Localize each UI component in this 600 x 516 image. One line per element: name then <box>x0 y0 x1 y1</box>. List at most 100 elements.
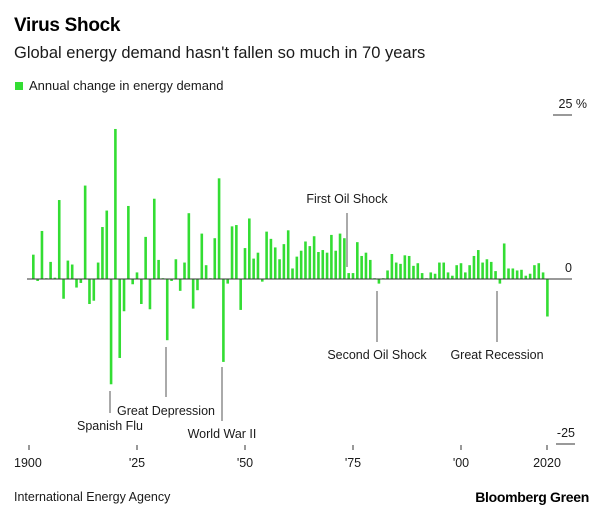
bar-1949 <box>239 279 242 310</box>
chart-title: Virus Shock <box>14 15 121 36</box>
x-tick-label-1950: '50 <box>237 456 253 470</box>
bar-1933 <box>170 279 173 281</box>
source-note: International Energy Agency <box>14 490 171 504</box>
bar-1929 <box>152 198 156 279</box>
bar-1955 <box>265 231 268 279</box>
bar-2018 <box>537 263 541 279</box>
bar-2000 <box>459 263 463 279</box>
bar-1969 <box>325 252 329 279</box>
bar-1944 <box>217 178 221 279</box>
bar-1997 <box>446 272 450 279</box>
bar-1990 <box>416 263 420 279</box>
bar-1971 <box>334 250 338 279</box>
bar-1999 <box>455 265 458 279</box>
bar-2016 <box>528 273 532 279</box>
bar-1986 <box>399 263 402 279</box>
bar-2014 <box>520 269 523 279</box>
bar-1948 <box>235 225 238 279</box>
annotation-label-world-war-ii: World War II <box>188 427 257 441</box>
bar-1923 <box>127 205 130 279</box>
bar-2005 <box>481 262 484 279</box>
bar-2006 <box>485 259 489 279</box>
bar-1988 <box>407 255 411 279</box>
bar-1952 <box>252 258 255 279</box>
bar-1962 <box>295 256 299 279</box>
bar-1924 <box>131 279 134 285</box>
bar-2008 <box>494 271 497 279</box>
bar-1957 <box>273 247 277 279</box>
bar-1915 <box>92 279 96 301</box>
bar-1989 <box>412 265 415 279</box>
bar-2020 <box>546 279 549 317</box>
bar-1977 <box>360 255 363 279</box>
bar-2015 <box>524 275 528 279</box>
bar-1996 <box>442 262 446 279</box>
bar-1943 <box>213 238 217 279</box>
bar-1927 <box>144 236 147 279</box>
bar-1954 <box>260 279 264 282</box>
bar-1918 <box>105 210 109 279</box>
bars-group <box>32 128 549 385</box>
bar-1970 <box>330 234 333 279</box>
x-tick-label-2020: 2020 <box>533 456 561 470</box>
bar-1972 <box>338 233 342 279</box>
bar-1964 <box>304 241 307 279</box>
bar-1908 <box>62 279 65 299</box>
x-tick-label-1975: '75 <box>345 456 361 470</box>
bar-1950 <box>243 248 247 279</box>
bar-2002 <box>468 265 471 279</box>
bar-1976 <box>356 242 359 279</box>
bar-1994 <box>433 273 437 279</box>
bar-1909 <box>66 260 70 279</box>
bar-1947 <box>230 226 234 279</box>
bar-1951 <box>248 218 251 279</box>
bar-1978 <box>364 252 368 279</box>
bar-1956 <box>269 238 273 279</box>
bar-1921 <box>118 279 122 358</box>
y-tick-label-25: 25 % <box>559 97 588 111</box>
bar-1960 <box>286 230 290 279</box>
bar-1920 <box>114 128 117 279</box>
legend-swatch <box>15 81 23 90</box>
annotation-label-second-oil-shock: Second Oil Shock <box>327 348 427 362</box>
bar-1958 <box>278 259 281 279</box>
bar-1902 <box>36 279 39 281</box>
bar-1922 <box>122 279 126 312</box>
bar-1907 <box>57 200 61 279</box>
bar-1993 <box>429 272 433 279</box>
annotation-label-great-recession: Great Recession <box>450 348 543 362</box>
bar-1912 <box>79 279 83 283</box>
bar-2017 <box>533 265 536 279</box>
bar-1917 <box>101 227 104 279</box>
bar-1981 <box>377 279 381 284</box>
bar-1905 <box>49 261 52 279</box>
legend-label: Annual change in energy demand <box>29 78 224 93</box>
bar-1945 <box>222 279 225 362</box>
bar-1953 <box>256 252 260 279</box>
bar-1930 <box>157 259 160 279</box>
bar-1963 <box>299 250 303 279</box>
bar-2003 <box>472 255 476 279</box>
y-tick-label-minus-25: -25 <box>557 426 575 440</box>
bar-1916 <box>96 262 100 279</box>
bar-1934 <box>174 259 178 279</box>
bar-1903 <box>40 230 44 279</box>
bar-2009 <box>498 279 502 284</box>
annotation-label-great-depression: Great Depression <box>117 404 215 418</box>
bar-2010 <box>502 243 506 279</box>
bar-1968 <box>321 250 325 279</box>
bar-1946 <box>226 279 230 284</box>
bar-2007 <box>489 261 493 279</box>
bar-1984 <box>390 253 394 279</box>
bar-1913 <box>83 185 87 279</box>
bar-2012 <box>511 268 515 279</box>
bar-1906 <box>53 277 57 279</box>
bar-1939 <box>196 279 199 291</box>
bar-1985 <box>394 262 398 279</box>
annotation-label-first-oil-shock: First Oil Shock <box>306 192 388 206</box>
bar-1961 <box>291 268 294 279</box>
bar-1901 <box>32 254 35 279</box>
x-tick-label-1900: 1900 <box>14 456 42 470</box>
bar-1928 <box>148 279 152 310</box>
